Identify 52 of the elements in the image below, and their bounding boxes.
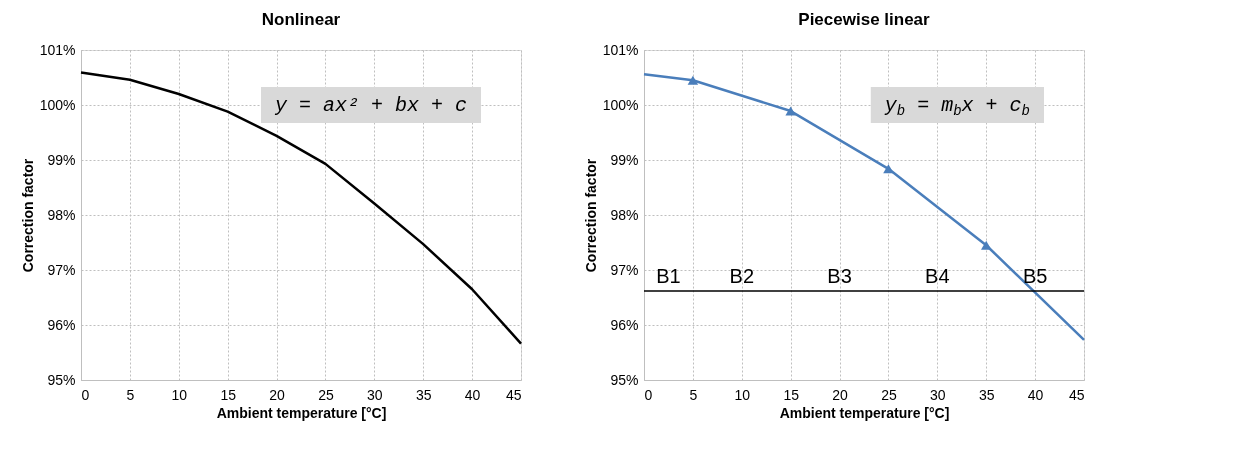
line-series [79, 71, 523, 345]
x-tick-label: 45 [1068, 386, 1085, 403]
x-tick-label: 20 [832, 386, 849, 403]
y-axis-title: Correction factor [582, 158, 599, 273]
x-tick-label: 25 [881, 386, 897, 403]
x-tick-label: 45 [505, 386, 522, 403]
x-tick-label: 0 [81, 386, 90, 403]
chart-title: Nonlinear [261, 10, 341, 29]
y-tick-label: 100% [602, 96, 639, 113]
y-tick-label: 96% [610, 316, 639, 333]
x-axis-title: Ambient temperature [°C] [216, 404, 387, 421]
x-tick-label: 10 [734, 386, 751, 403]
annotation: y = ax² + bx + c [274, 94, 468, 117]
x-tick-label: 35 [415, 386, 432, 403]
x-tick-label: 0 [644, 386, 653, 403]
y-tick-label: 98% [47, 206, 76, 223]
y-tick-label: 95% [610, 371, 639, 388]
line-series [642, 72, 1086, 342]
y-tick-label: 97% [610, 261, 639, 278]
annotation: B3 [827, 264, 852, 287]
chart-title: Piecewise linear [798, 10, 931, 29]
y-tick-label: 97% [47, 261, 76, 278]
x-axis-title: Ambient temperature [°C] [779, 404, 950, 421]
annotation: B5 [1022, 264, 1048, 287]
y-tick-label: 101% [39, 41, 76, 58]
x-tick-label: 5 [689, 386, 698, 403]
annotation: B1 [656, 264, 681, 287]
y-tick-label: 98% [610, 206, 639, 223]
y-tick-label: 99% [47, 151, 76, 168]
y-tick-label: 101% [602, 41, 639, 58]
x-tick-label: 25 [318, 386, 334, 403]
annotation: B4 [925, 264, 950, 287]
y-tick-label: 100% [39, 96, 76, 113]
y-tick-label: 96% [47, 316, 76, 333]
x-tick-label: 5 [126, 386, 135, 403]
x-tick-label: 10 [171, 386, 188, 403]
x-tick-label: 20 [269, 386, 286, 403]
y-tick-label: 99% [610, 151, 639, 168]
x-tick-label: 40 [464, 386, 481, 403]
x-tick-label: 40 [1027, 386, 1044, 403]
point [785, 106, 796, 116]
x-tick-label: 35 [978, 386, 995, 403]
y-tick-label: 95% [47, 371, 76, 388]
annotation: B2 [729, 264, 755, 287]
point [687, 75, 699, 85]
point [883, 164, 894, 174]
x-tick-label: 15 [220, 386, 237, 403]
x-tick-label: 30 [930, 386, 946, 403]
x-tick-label: 15 [783, 386, 800, 403]
point [980, 240, 992, 250]
y-axis-title: Correction factor [19, 158, 36, 273]
x-tick-label: 30 [367, 386, 383, 403]
